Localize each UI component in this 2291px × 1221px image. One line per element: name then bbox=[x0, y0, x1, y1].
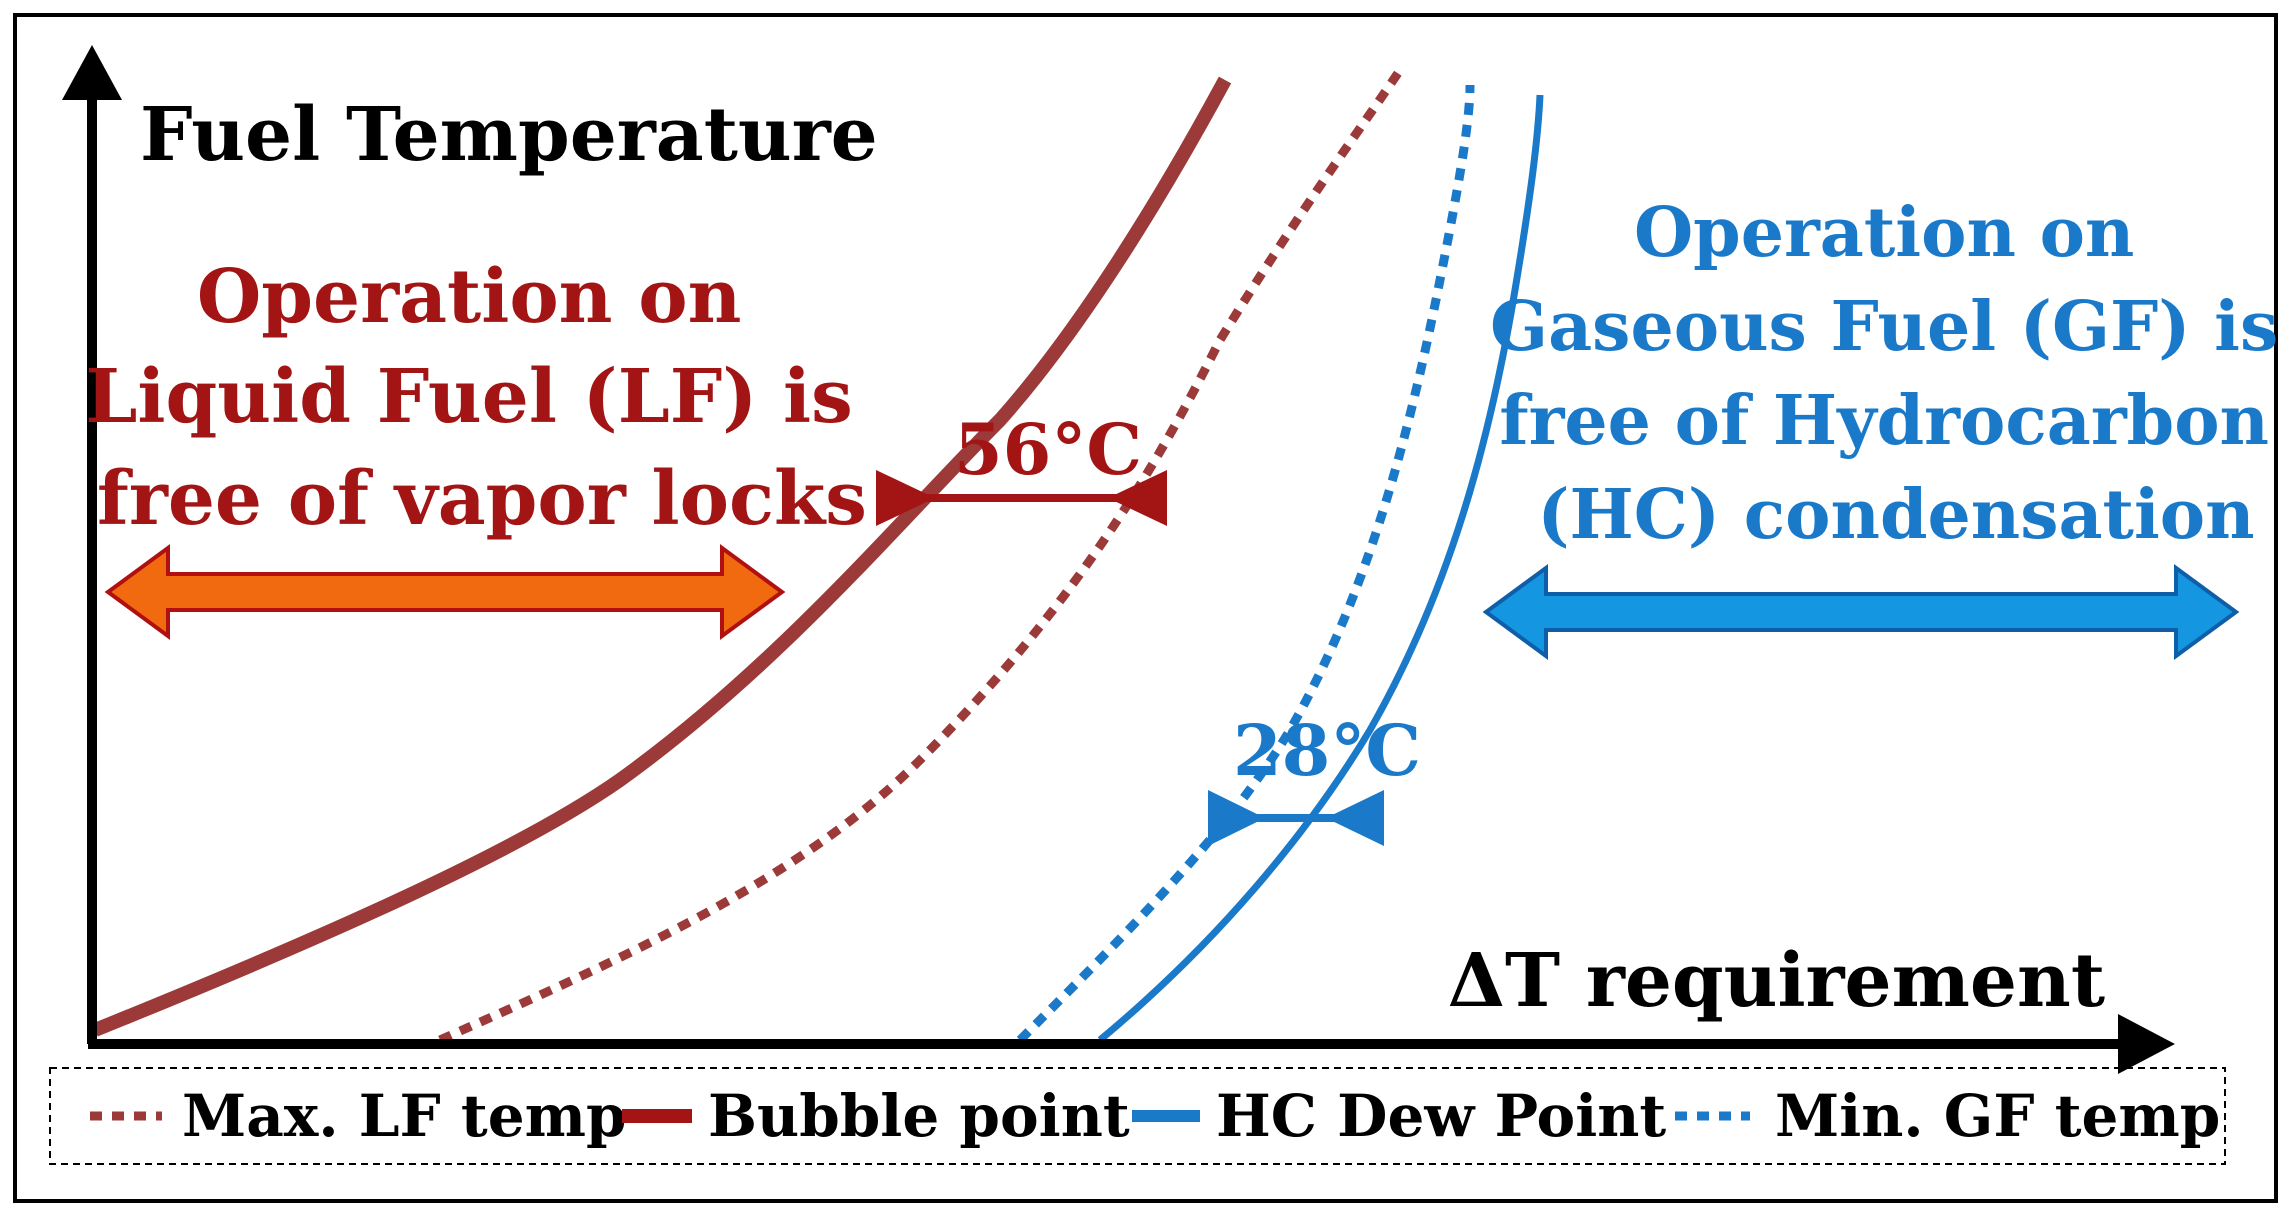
legend-min-gf-label: Min. GF temp bbox=[1775, 1082, 2220, 1150]
liquid-region-line-3: free of vapor locks bbox=[97, 456, 867, 542]
min-gf-temp-curve bbox=[1016, 84, 1475, 1040]
gf-gap-right-arrowhead bbox=[1326, 790, 1384, 846]
x-axis-label: ΔT requirement bbox=[1448, 938, 2105, 1024]
gf-gap-left-arrowhead bbox=[1208, 790, 1265, 846]
gaseous-region-text: Operation on Gaseous Fuel (GF) is free o… bbox=[1490, 193, 2291, 555]
gaseous-region-line-4: (HC) condensation bbox=[1537, 475, 2254, 555]
liquid-region-line-2: Liquid Fuel (LF) is bbox=[85, 354, 852, 440]
liquid-region-double-arrow bbox=[104, 544, 786, 640]
y-axis-label: Fuel Temperature bbox=[140, 92, 878, 178]
curves-group bbox=[92, 67, 1544, 1040]
gf-gap-label: 28°C bbox=[1233, 709, 1421, 792]
hc-dew-point-curve bbox=[1097, 94, 1544, 1040]
y-axis-arrowhead bbox=[62, 45, 122, 100]
gaseous-region-line-1: Operation on bbox=[1634, 193, 2134, 273]
gf-gap-marker bbox=[1208, 790, 1384, 846]
bubble-point-curve bbox=[92, 76, 1232, 1037]
liquid-region-text: Operation on Liquid Fuel (LF) is free of… bbox=[85, 254, 878, 542]
gaseous-region-line-3: free of Hydrocarbon bbox=[1499, 381, 2269, 461]
outer-frame bbox=[13, 13, 2278, 1203]
legend-bubble-label: Bubble point bbox=[708, 1082, 1130, 1150]
legend-dew-label: HC Dew Point bbox=[1216, 1082, 1666, 1150]
legend: Max. LF temp Bubble point HC Dew Point M… bbox=[49, 1067, 2226, 1165]
x-axis-arrowhead bbox=[2118, 1014, 2175, 1074]
lf-gap-right-arrowhead bbox=[1108, 470, 1167, 526]
lf-gap-marker bbox=[876, 470, 1167, 526]
gaseous-region-double-arrow bbox=[1482, 564, 2240, 660]
legend-box bbox=[49, 1067, 2226, 1165]
legend-max-lf-label: Max. LF temp bbox=[182, 1082, 627, 1150]
lf-gap-label: 56°C bbox=[954, 408, 1142, 491]
liquid-region-line-1: Operation on bbox=[197, 254, 742, 340]
gaseous-region-line-2: Gaseous Fuel (GF) is bbox=[1490, 287, 2278, 367]
lf-gap-left-arrowhead bbox=[876, 470, 935, 526]
max-lf-temp-curve bbox=[438, 67, 1404, 1040]
